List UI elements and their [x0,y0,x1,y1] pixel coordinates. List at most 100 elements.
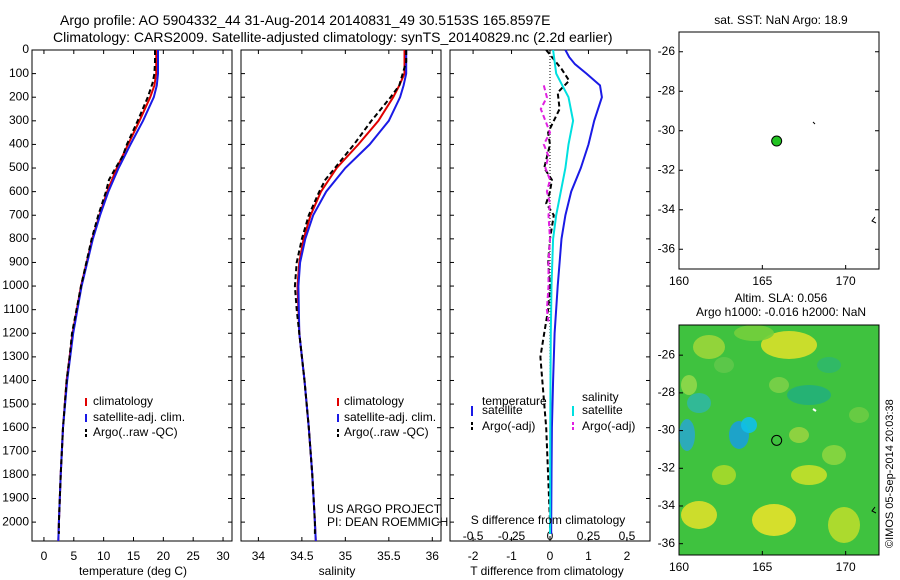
sla-anomaly-patch [687,393,711,413]
sst-map-panel [678,31,880,270]
y-tick-label: 2000 [2,514,29,528]
legend-temperature-heading: temperature [482,394,547,408]
y-tick-label: -32 [658,162,676,176]
sla-anomaly-patch [741,417,757,433]
x-tick-label: 0 [547,549,554,563]
y-tick-label: -28 [658,83,676,97]
legend-satellite: satellite-adj. clim. [344,410,436,424]
x-tick-label: 35.5 [377,549,401,563]
legend-t-satellite: satellite [482,403,523,417]
sla-anomaly-patch [787,385,831,405]
legend-s-satellite: satellite [582,403,623,417]
y-tick-label: -26 [658,44,676,58]
argo-float-marker [771,135,783,147]
sst-title: sat. SST: NaN Argo: 18.9 [714,13,848,27]
legend-satellite: satellite-adj. clim. [93,410,185,424]
x-tick-label: 165 [752,560,772,574]
x-tick-label: 0 [41,549,48,563]
y-tick-label: -36 [658,241,676,255]
sla-anomaly-patch [752,504,796,536]
y-tick-label: 1900 [2,491,29,505]
coastline-fragment [871,216,877,224]
y-tick-label: -26 [658,347,676,361]
y-tick-label: 1400 [2,373,29,387]
temp-legend: climatology satellite-adj. clim. Argo(..… [85,394,185,439]
x-tick-label: 34.5 [290,549,314,563]
legend-climatology: climatology [93,394,153,408]
x-tick-label: 2 [624,549,631,563]
x-tick-label: -1 [506,549,517,563]
y-tick-label: 0 [22,42,29,56]
sla-anomaly-patch [761,331,817,359]
y-tick-label: 300 [9,113,29,127]
project-line-2: PI: DEAN ROEMMICH [327,515,448,529]
series-argo-raw-qc- [293,50,408,534]
y-tick-label: 1300 [2,349,29,363]
diff-legend: temperature satellite Argo(-adj) salinit… [471,390,635,433]
argo-float-marker [771,434,783,446]
s-tick-label: -0.25 [498,529,526,543]
y-tick-label: -30 [658,423,676,437]
sla-anomaly-patch [714,357,734,373]
sla-anomaly-patch [734,325,774,341]
y-tick-label: 1500 [2,396,29,410]
y-tick-label: 900 [9,255,29,269]
x-tick-label: 5 [70,549,77,563]
title-line-2: Climatology: CARS2009. Satellite-adjuste… [53,29,613,45]
y-tick-label: -36 [658,536,676,550]
sla-anomaly-patch [849,407,869,423]
sla-anomaly-patch [769,377,789,393]
x-tick-label: 36 [426,549,440,563]
sla-anomaly-patch [789,427,809,443]
y-tick-label: -34 [658,202,676,216]
legend-argo: Argo(..raw -QC) [93,425,178,439]
x-tick-label: 30 [216,549,230,563]
sla-anomaly-patch [817,357,841,373]
series-argo-raw-qc- [57,50,156,534]
x-tick-label: 170 [836,274,856,288]
s-tick-label: 0.5 [619,529,636,543]
temp-xlabel: temperature (deg C) [79,564,187,578]
sal-legend: climatology satellite-adj. clim. Argo(..… [337,394,436,439]
x-tick-label: 1 [585,549,592,563]
y-tick-label: -34 [658,498,676,512]
y-tick-label: 700 [9,207,29,221]
legend-climatology: climatology [344,394,404,408]
project-line-1: US ARGO PROJECT [327,502,442,516]
diff-xlabel: T difference from climatology [470,564,624,578]
s-tick-label: -0.5 [463,529,484,543]
y-tick-label: -32 [658,460,676,474]
coastline-fragment [871,506,877,514]
x-tick-label: 170 [836,560,856,574]
sla-anomaly-patch [712,465,736,485]
sla-frame [678,324,880,556]
sla-map-panel: 160 165 170 -26 -28 -30 -32 -34 -36 [658,324,880,574]
sla-anomaly-patch [791,465,827,485]
x-tick-label: 15 [127,549,141,563]
island-fragment [812,121,816,125]
sla-anomaly-patch [693,335,725,359]
x-tick-label: 165 [752,274,772,288]
imos-stamp: ©IMOS 05-Sep-2014 20:03:38 [884,399,896,548]
legend-t-argo: Argo(-adj) [482,419,535,433]
x-tick-label: 34 [252,549,266,563]
y-tick-label: 100 [9,66,29,80]
y-tick-label: 1200 [2,325,29,339]
x-tick-label: -2 [468,549,479,563]
x-tick-label: 160 [669,560,689,574]
x-tick-label: 20 [157,549,171,563]
temperature-panel [31,49,233,542]
y-tick-label: 600 [9,184,29,198]
y-tick-label: -28 [658,385,676,399]
y-tick-label: 1000 [2,278,29,292]
y-tick-label: 500 [9,160,29,174]
legend-salinity-heading: salinity [582,390,619,404]
x-tick-label: 35 [339,549,353,563]
y-tick-label: 800 [9,231,29,245]
sla-anomaly-patch [822,445,846,465]
title-line-1: Argo profile: AO 5904332_44 31-Aug-2014 … [60,12,551,28]
x-tick-label: 25 [187,549,201,563]
x-tick-label: 160 [669,274,689,288]
diff-title: S difference from climatology [471,513,626,527]
